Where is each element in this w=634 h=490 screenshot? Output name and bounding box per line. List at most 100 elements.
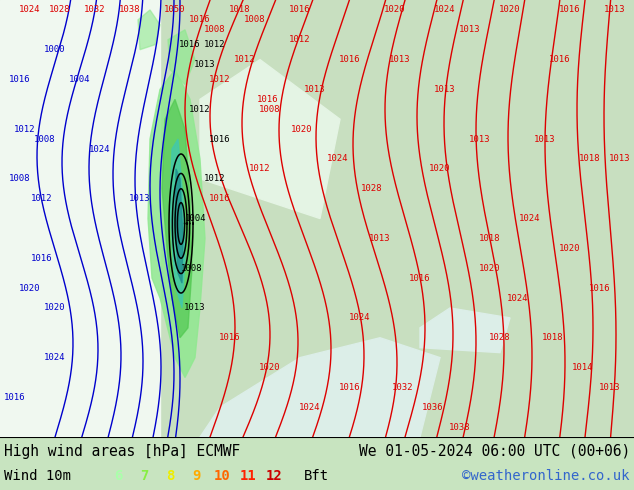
Text: 1020: 1020 [479,264,501,273]
Text: 1012: 1012 [234,55,256,64]
Text: 1020: 1020 [499,5,521,14]
Text: High wind areas [hPa] ECMWF: High wind areas [hPa] ECMWF [4,443,240,459]
Text: 1016: 1016 [549,55,571,64]
Text: 1008: 1008 [204,25,226,34]
Text: 1012: 1012 [204,174,226,183]
Polygon shape [175,169,183,283]
Text: 1008: 1008 [10,174,31,183]
Text: 1038: 1038 [450,423,471,432]
Text: 1028: 1028 [489,333,511,342]
Text: 1004: 1004 [185,214,207,223]
Text: 1008: 1008 [244,15,266,24]
Text: 1016: 1016 [589,284,611,293]
Polygon shape [162,99,192,338]
Text: 1013: 1013 [369,234,391,243]
Text: 1036: 1036 [422,403,444,412]
Text: 1020: 1020 [44,303,66,313]
Text: ©weatheronline.co.uk: ©weatheronline.co.uk [462,469,630,483]
Text: 8: 8 [166,469,174,483]
Text: 1012: 1012 [209,75,231,84]
Text: 1020: 1020 [384,5,406,14]
Text: 1012: 1012 [31,194,53,203]
Polygon shape [168,30,195,84]
Text: 1013: 1013 [184,303,206,313]
Text: 1008: 1008 [181,264,203,273]
Text: 1013: 1013 [194,60,216,69]
Text: 1016: 1016 [559,5,581,14]
Text: 1020: 1020 [259,363,281,372]
Text: 1013: 1013 [534,135,556,144]
Text: 1024: 1024 [349,314,371,322]
Text: 1016: 1016 [4,393,26,402]
Text: 1016: 1016 [190,15,210,24]
Text: 1013: 1013 [304,85,326,94]
Text: 1016: 1016 [339,383,361,392]
Text: 1012: 1012 [190,105,210,114]
Text: 1032: 1032 [84,5,106,14]
Text: 1013: 1013 [469,135,491,144]
Text: 1020: 1020 [291,124,313,134]
Text: 1013: 1013 [604,5,626,14]
Text: 1028: 1028 [49,5,71,14]
Text: 1024: 1024 [89,145,111,153]
Text: 1013: 1013 [389,55,411,64]
Text: 1016: 1016 [219,333,241,342]
Text: 10: 10 [214,469,230,483]
Text: Wind 10m: Wind 10m [4,469,71,483]
Text: 6: 6 [114,469,122,483]
Text: 1024: 1024 [327,154,349,164]
Text: 1013: 1013 [459,25,481,34]
Text: 1016: 1016 [257,95,279,104]
Text: Bft: Bft [304,469,329,483]
Text: 1016: 1016 [209,135,231,144]
Text: 1020: 1020 [429,164,451,173]
Polygon shape [148,70,205,377]
Polygon shape [170,139,185,308]
Text: 1016: 1016 [339,55,361,64]
Text: 1004: 1004 [69,75,91,84]
Polygon shape [200,60,340,219]
Text: 1013: 1013 [599,383,621,392]
Text: 1013: 1013 [434,85,456,94]
Text: 12: 12 [266,469,282,483]
Polygon shape [200,338,440,437]
Text: 1018: 1018 [579,154,601,164]
Text: 1024: 1024 [507,294,529,302]
Text: 11: 11 [240,469,256,483]
Text: 1050: 1050 [164,5,186,14]
Text: 7: 7 [140,469,148,483]
Text: 1016: 1016 [10,75,31,84]
Text: 1013: 1013 [129,194,151,203]
Text: We 01-05-2024 06:00 UTC (00+06): We 01-05-2024 06:00 UTC (00+06) [359,443,630,459]
Text: 1024: 1024 [299,403,321,412]
Text: 1013: 1013 [609,154,631,164]
Text: 1018: 1018 [230,5,251,14]
Bar [0,0,160,437]
Text: 1016: 1016 [289,5,311,14]
Polygon shape [138,10,160,49]
Text: 1020: 1020 [19,284,41,293]
Text: 1016: 1016 [410,273,430,283]
Text: 1012: 1012 [204,40,226,49]
Text: 1012: 1012 [289,35,311,44]
Text: 1024: 1024 [434,5,456,14]
Text: 1028: 1028 [361,184,383,193]
Text: 1016: 1016 [179,40,201,49]
Text: 1020: 1020 [559,244,581,253]
Text: 1016: 1016 [209,194,231,203]
Text: 1038: 1038 [119,5,141,14]
Text: 1014: 1014 [573,363,594,372]
Text: 1024: 1024 [19,5,41,14]
Text: 1032: 1032 [392,383,414,392]
Text: 9: 9 [192,469,200,483]
Text: 1024: 1024 [44,353,66,362]
Text: 1016: 1016 [31,254,53,263]
Text: 1000: 1000 [44,45,66,54]
Text: 1012: 1012 [249,164,271,173]
Polygon shape [420,308,510,353]
Text: 1008: 1008 [34,135,56,144]
Text: 1012: 1012 [14,124,36,134]
Text: 1008: 1008 [259,105,281,114]
Text: 1024: 1024 [519,214,541,223]
Text: 1018: 1018 [479,234,501,243]
